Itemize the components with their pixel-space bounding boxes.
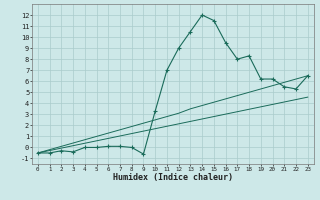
X-axis label: Humidex (Indice chaleur): Humidex (Indice chaleur) bbox=[113, 173, 233, 182]
